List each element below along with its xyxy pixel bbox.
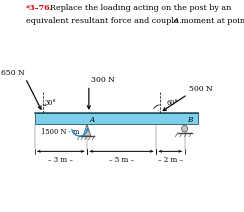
Text: Replace the loading acting on the post by an: Replace the loading acting on the post b…	[45, 4, 231, 12]
Text: equivalent resultant force and couple moment at point: equivalent resultant force and couple mo…	[26, 17, 244, 25]
Text: 500 N: 500 N	[189, 85, 212, 93]
Text: 650 N: 650 N	[1, 69, 24, 77]
Text: 60°: 60°	[166, 99, 178, 107]
Polygon shape	[83, 124, 91, 136]
Text: 1500 N · m: 1500 N · m	[41, 128, 79, 136]
Text: *3–76.: *3–76.	[26, 4, 53, 12]
Text: – 3 m –: – 3 m –	[48, 156, 73, 164]
Text: B: B	[187, 116, 192, 124]
Text: – 2 m –: – 2 m –	[158, 156, 183, 164]
Circle shape	[182, 125, 187, 132]
Text: – 5 m –: – 5 m –	[109, 156, 134, 164]
Text: A: A	[89, 116, 94, 124]
Text: 30°: 30°	[45, 99, 56, 107]
Text: 300 N: 300 N	[91, 76, 115, 84]
FancyBboxPatch shape	[35, 113, 198, 124]
Text: A.: A.	[171, 17, 182, 25]
